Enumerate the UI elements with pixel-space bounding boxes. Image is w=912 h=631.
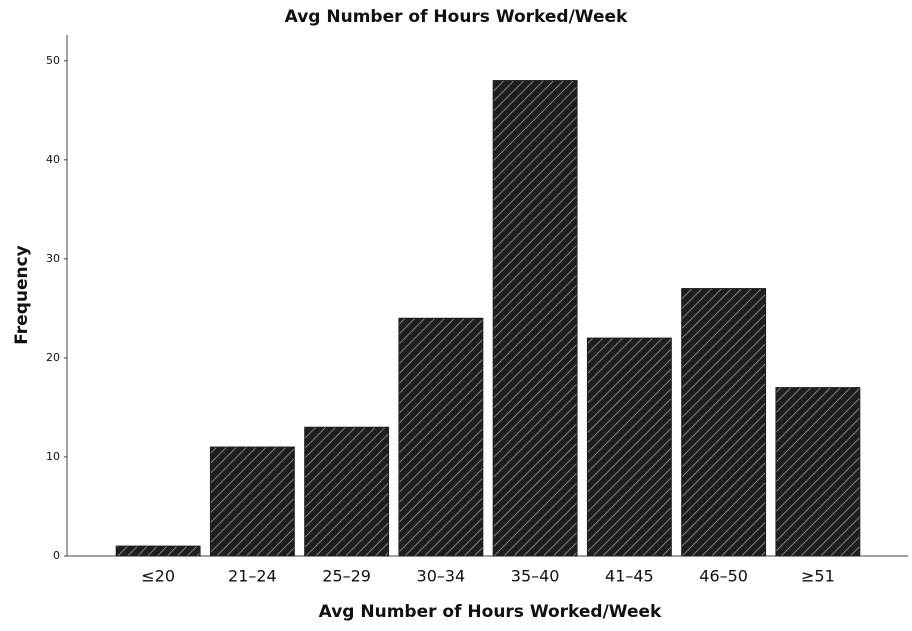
x-tick-label: 41–45 xyxy=(605,567,654,586)
y-axis-label: Frequency xyxy=(12,245,32,345)
bar xyxy=(681,288,767,557)
chart-title: Avg Number of Hours Worked/Week xyxy=(285,7,628,27)
x-tick-label: 30–34 xyxy=(417,567,466,586)
x-tick-label: 25–29 xyxy=(322,567,371,586)
y-tick-label: 50 xyxy=(46,54,60,67)
bar xyxy=(398,317,484,557)
x-axis-label: Avg Number of Hours Worked/Week xyxy=(319,602,662,622)
bar xyxy=(304,426,390,557)
x-tick-label: 35–40 xyxy=(511,567,560,586)
bar xyxy=(115,545,201,557)
y-tick-label: 0 xyxy=(53,549,60,562)
x-tick-label: ≤20 xyxy=(141,567,175,586)
y-tick-label: 30 xyxy=(46,252,60,265)
y-tick-label: 40 xyxy=(46,153,60,166)
y-tick-label: 20 xyxy=(46,351,60,364)
x-tick-label: 46–50 xyxy=(699,567,748,586)
x-tick-label: ≥51 xyxy=(801,567,835,586)
bar xyxy=(492,80,578,557)
y-tick-label: 10 xyxy=(46,450,60,463)
bar xyxy=(586,337,672,557)
x-tick-label: 21–24 xyxy=(228,567,277,586)
bar xyxy=(775,387,861,557)
bar xyxy=(209,446,295,557)
